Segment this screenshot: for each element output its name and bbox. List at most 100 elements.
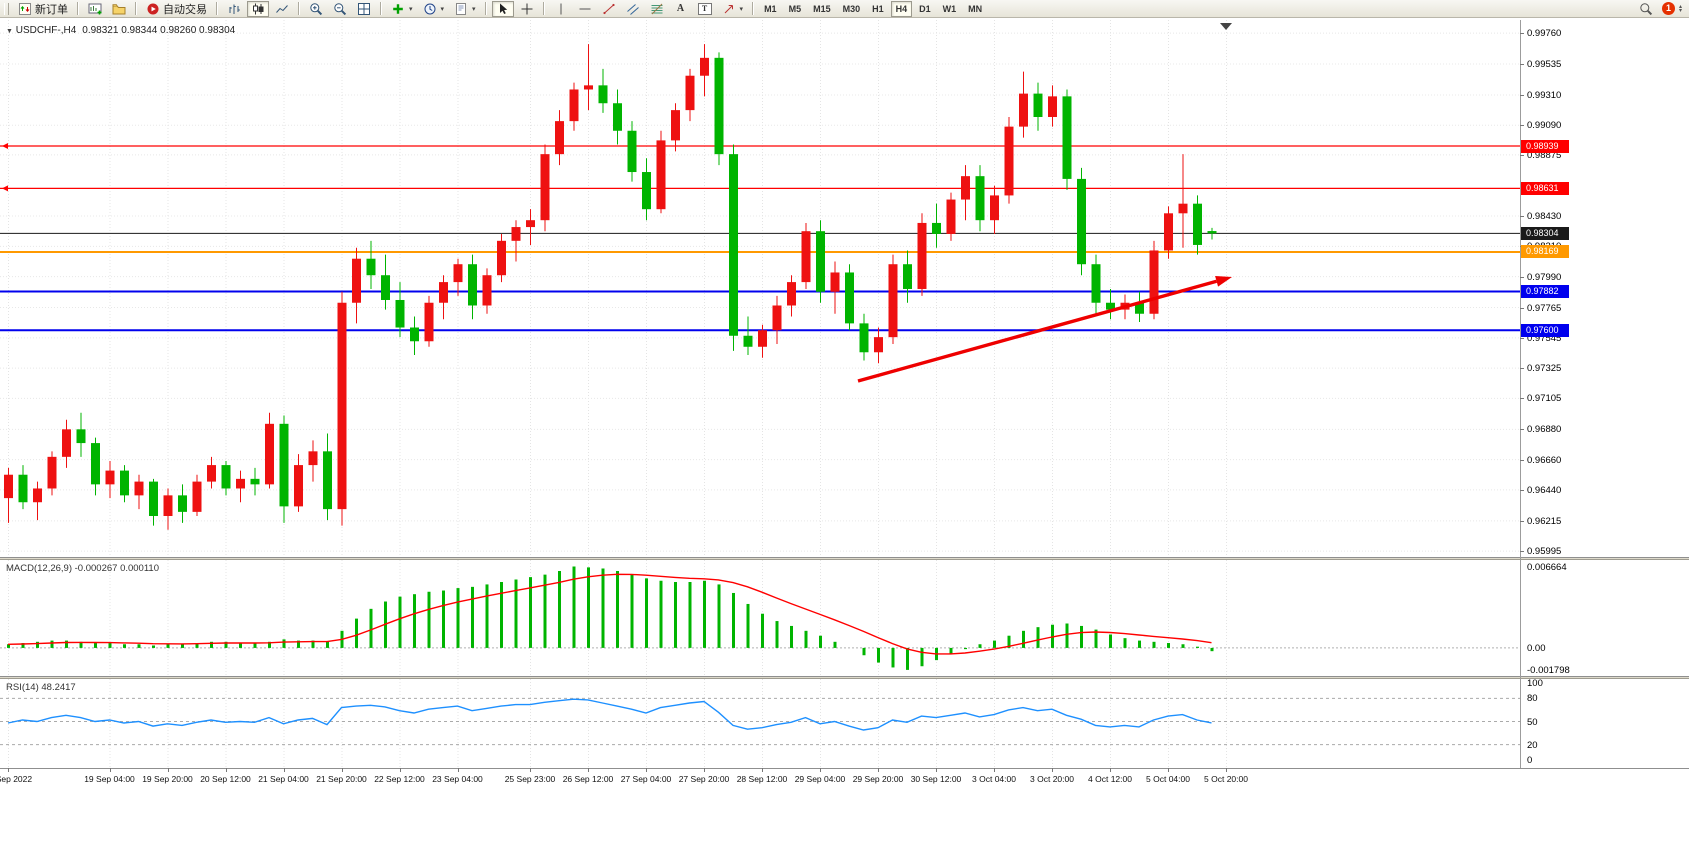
timeframe-m15-button[interactable]: M15 — [808, 1, 836, 17]
bar-chart-button[interactable] — [223, 1, 245, 17]
candlestick-chart-icon — [253, 3, 264, 14]
profiles-button[interactable] — [108, 1, 130, 17]
timeframe-d1-button[interactable]: D1 — [914, 1, 936, 17]
timeframe-m30-button[interactable]: M30 — [838, 1, 866, 17]
scale-tick — [1520, 154, 1524, 156]
timeframe-h1-button[interactable]: H1 — [867, 1, 889, 17]
tile-windows-button[interactable] — [353, 1, 375, 17]
zoom-in-button[interactable] — [305, 1, 327, 17]
scale-tick — [1520, 216, 1524, 218]
price-tick-label: 0.99760 — [1527, 28, 1562, 40]
time-axis-line — [0, 768, 1689, 769]
notifications-badge[interactable]: 1 — [1661, 2, 1675, 15]
time-axis-label: 19 Sep 04:00 — [84, 774, 135, 784]
horizontal-line-icon — [579, 8, 591, 9]
time-axis-label: 3 Oct 04:00 — [972, 774, 1016, 784]
timeframe-m1-button[interactable]: M1 — [759, 1, 782, 17]
scale-tick — [1520, 368, 1524, 370]
indicators-button[interactable]: ▾ — [387, 1, 417, 17]
chart-dropdown-icon[interactable]: ▼ — [6, 28, 13, 35]
toolbar-overflow-icon[interactable]: ▴ ▾ — [1678, 3, 1682, 14]
arrows-button[interactable]: ▾ — [718, 1, 748, 17]
trendline-button[interactable] — [598, 1, 620, 17]
price-tick-label: 0.95995 — [1527, 546, 1562, 558]
scale-tick — [1520, 276, 1524, 278]
chart-shift-marker[interactable] — [1220, 23, 1232, 30]
toolbar-grip[interactable] — [4, 2, 9, 15]
time-tick — [588, 768, 589, 772]
time-tick — [704, 768, 705, 772]
time-axis-label: 30 Sep 12:00 — [910, 774, 962, 784]
price-tick-label: 0.98430 — [1527, 211, 1562, 223]
separator — [298, 2, 300, 15]
pane-separator[interactable] — [0, 676, 1689, 679]
new-order-button[interactable]: 新订单 — [14, 1, 72, 17]
crosshair-button[interactable] — [516, 1, 538, 17]
main-price-chart[interactable] — [0, 20, 1520, 557]
trendline-icon — [602, 3, 615, 14]
current-price-badge: 0.98304 — [1521, 226, 1569, 240]
templates-button[interactable]: ▾ — [450, 1, 480, 17]
time-axis-label: 22 Sep 12:00 — [374, 774, 425, 784]
text-button[interactable]: A — [670, 1, 692, 17]
time-tick — [109, 768, 111, 772]
candlestick-chart-button[interactable] — [247, 0, 269, 17]
line-chart-icon — [276, 4, 288, 13]
toolbar-right: 1 ▴ ▾ — [1634, 1, 1686, 17]
time-tick — [341, 768, 343, 772]
price-tick-label: 0.99535 — [1527, 59, 1562, 71]
rsi-axis-label: 50 — [1527, 716, 1538, 728]
new-chart-button[interactable] — [84, 1, 106, 17]
price-tick-label: 0.97545 — [1527, 332, 1562, 344]
time-axis-label: 20 Sep 12:00 — [200, 774, 251, 784]
cursor-button[interactable] — [491, 0, 514, 17]
time-axis-label: 5 Oct 04:00 — [1146, 774, 1190, 784]
time-tick — [283, 768, 285, 772]
time-axis-label: 28 Sep 12:00 — [736, 774, 788, 784]
macd-axis-label: 0.00 — [1527, 642, 1546, 654]
text-label-button[interactable]: T — [694, 1, 716, 17]
price-tick-label: 0.96880 — [1527, 424, 1562, 436]
scale-tick — [1520, 459, 1524, 461]
rsi-axis-label: 80 — [1527, 693, 1538, 705]
level-price-badge: 0.98631 — [1521, 181, 1569, 195]
level-price-badge: 0.97882 — [1521, 284, 1569, 298]
vertical-line-button[interactable] — [550, 1, 572, 17]
line-chart-button[interactable] — [271, 1, 293, 17]
price-tick-label: 0.96215 — [1527, 515, 1562, 527]
time-tick — [457, 768, 459, 772]
zoom-out-button[interactable] — [329, 1, 351, 17]
new-order-label: 新订单 — [35, 3, 68, 16]
price-scale-border — [1520, 20, 1521, 768]
timeframe-mn-button[interactable]: MN — [963, 1, 987, 17]
time-tick — [646, 768, 647, 772]
toolbar: 新订单 自动交易 — [0, 0, 1689, 18]
autotrading-button[interactable]: 自动交易 — [142, 1, 211, 17]
scale-tick — [1520, 125, 1524, 127]
rsi-axis-label: 100 — [1527, 678, 1543, 689]
time-tick — [762, 768, 763, 772]
candlesticks — [4, 44, 1217, 530]
horizontal-line-button[interactable] — [574, 1, 596, 17]
rsi-pane[interactable] — [0, 679, 1520, 768]
scale-tick — [1520, 307, 1524, 309]
separator — [216, 2, 218, 15]
text-tool-icon: A — [676, 3, 685, 14]
search-button[interactable] — [1635, 1, 1657, 17]
trend-arrow[interactable] — [857, 279, 1218, 383]
periods-button[interactable]: ▾ — [419, 1, 449, 17]
timeframe-m5-button[interactable]: M5 — [784, 1, 807, 17]
pane-separator[interactable] — [0, 557, 1689, 560]
timeframe-w1-button[interactable]: W1 — [938, 1, 962, 17]
text-label-icon: T — [697, 2, 712, 15]
timeframe-h4-button[interactable]: H4 — [890, 0, 913, 17]
macd-axis-label: 0.006664 — [1527, 561, 1567, 573]
fibonacci-button[interactable] — [646, 1, 668, 17]
macd-signal-line — [7, 573, 1212, 655]
indicators-plus-icon — [393, 3, 403, 14]
time-axis-label: 4 Oct 12:00 — [1088, 774, 1132, 784]
macd-pane[interactable] — [0, 560, 1520, 676]
channel-button[interactable] — [622, 1, 644, 17]
new-order-icon — [19, 2, 31, 15]
